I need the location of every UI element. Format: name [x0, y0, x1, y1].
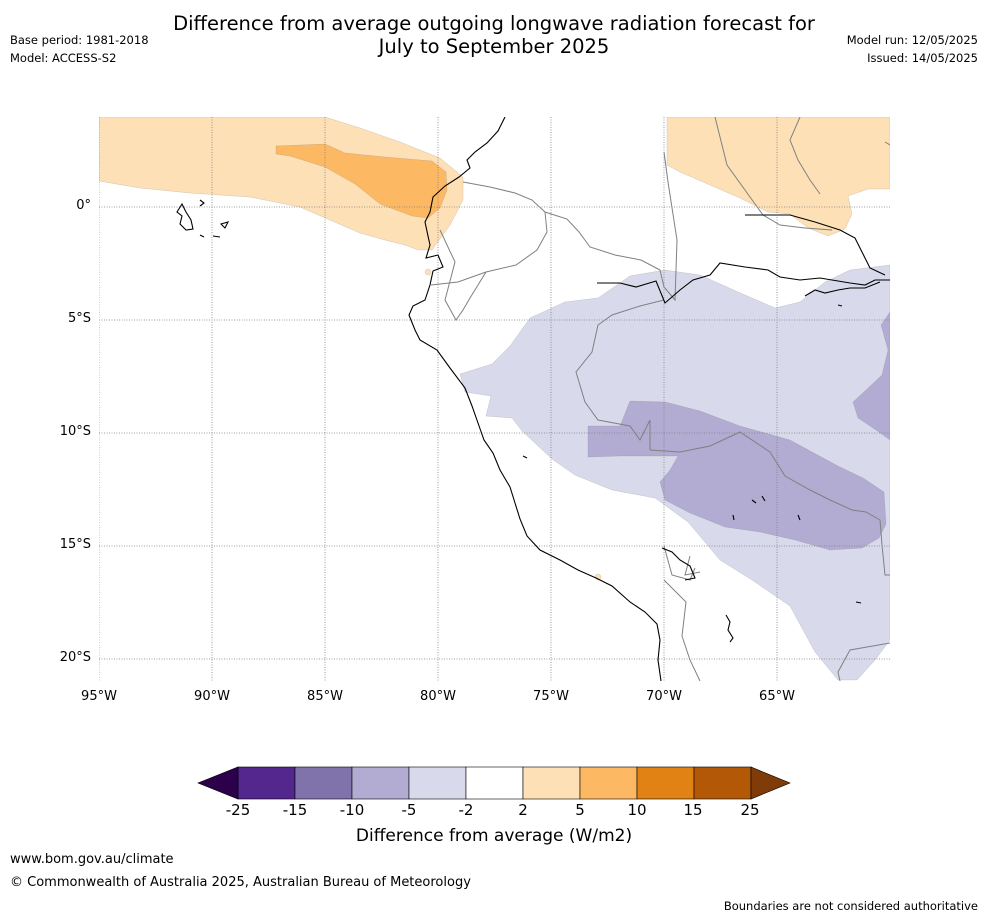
- lon-label-80w: 80°W: [420, 689, 456, 704]
- colorbar-label: 2: [518, 801, 528, 819]
- model-run: Model run: 12/05/2025: [846, 33, 978, 47]
- colorbar-bin: [522, 766, 581, 800]
- lat-label-5s: 5°S: [67, 311, 91, 326]
- anomaly-patch-positive-gulf: [424, 268, 432, 276]
- anomaly-region-positive-pacific: [99, 117, 464, 251]
- lat-label-10s: 10°S: [59, 424, 91, 439]
- website-link[interactable]: www.bom.gov.au/climate: [10, 852, 174, 867]
- copyright-notice: © Commonwealth of Australia 2025, Austra…: [10, 875, 471, 890]
- anomaly-region-positive-pacific-core: [275, 143, 448, 219]
- colorbar-label: -15: [282, 801, 308, 819]
- lon-label-85w: 85°W: [307, 689, 343, 704]
- colorbar-label: 25: [740, 801, 760, 819]
- lon-label-75w: 75°W: [533, 689, 569, 704]
- colorbar-bin: [351, 766, 410, 800]
- colorbar-title: Difference from average (W/m2): [355, 826, 633, 846]
- colorbar-label: 10: [627, 801, 647, 819]
- title-line-1: Difference from average outgoing longwav…: [173, 12, 815, 35]
- anomaly-region-negative-east: [852, 311, 890, 441]
- map-title: Difference from average outgoing longwav…: [0, 12, 988, 58]
- title-line-2: July to September 2025: [378, 35, 610, 58]
- boundary-disclaimer: Boundaries are not considered authoritat…: [723, 899, 978, 913]
- meta-left: Base period: 1981-2018 Model: ACCESS-S2: [10, 31, 149, 67]
- lon-label-65w: 65°W: [759, 689, 795, 704]
- lat-label-15s: 15°S: [59, 537, 91, 552]
- colorbar-label: -25: [225, 801, 251, 819]
- lon-label-70w: 70°W: [646, 689, 682, 704]
- colorbar-label: -10: [339, 801, 365, 819]
- meta-right: Model run: 12/05/2025 Issued: 14/05/2025: [847, 31, 978, 67]
- lon-label-90w: 90°W: [194, 689, 230, 704]
- colorbar-bin: [693, 766, 752, 800]
- colorbar-over-arrow: [750, 766, 791, 800]
- colorbar-bin: [408, 766, 467, 800]
- issue-date: Issued: 14/05/2025: [867, 51, 978, 65]
- anomaly-region-negative-band: [587, 400, 887, 551]
- colorbar-label: -2: [458, 801, 474, 819]
- colorbar-bin: [294, 766, 353, 800]
- model-name: Model: ACCESS-S2: [10, 51, 117, 65]
- lat-label-20s: 20°S: [59, 650, 91, 665]
- colorbar-label: 15: [683, 801, 703, 819]
- colorbar-bin: [636, 766, 695, 800]
- colorbar: [197, 766, 791, 800]
- colorbar-label: -5: [401, 801, 417, 819]
- lon-label-95w: 95°W: [81, 689, 117, 704]
- colorbar-under-arrow: [197, 766, 239, 800]
- colorbar-bin: [579, 766, 638, 800]
- map-area: [99, 117, 890, 681]
- coastlines: [176, 117, 890, 681]
- colorbar-bin: [465, 766, 524, 800]
- lat-label-0: 0°: [76, 198, 91, 213]
- colorbar-label: 5: [575, 801, 585, 819]
- gridlines: [99, 117, 890, 681]
- base-period: Base period: 1981-2018: [10, 33, 149, 47]
- colorbar-bin: [237, 766, 296, 800]
